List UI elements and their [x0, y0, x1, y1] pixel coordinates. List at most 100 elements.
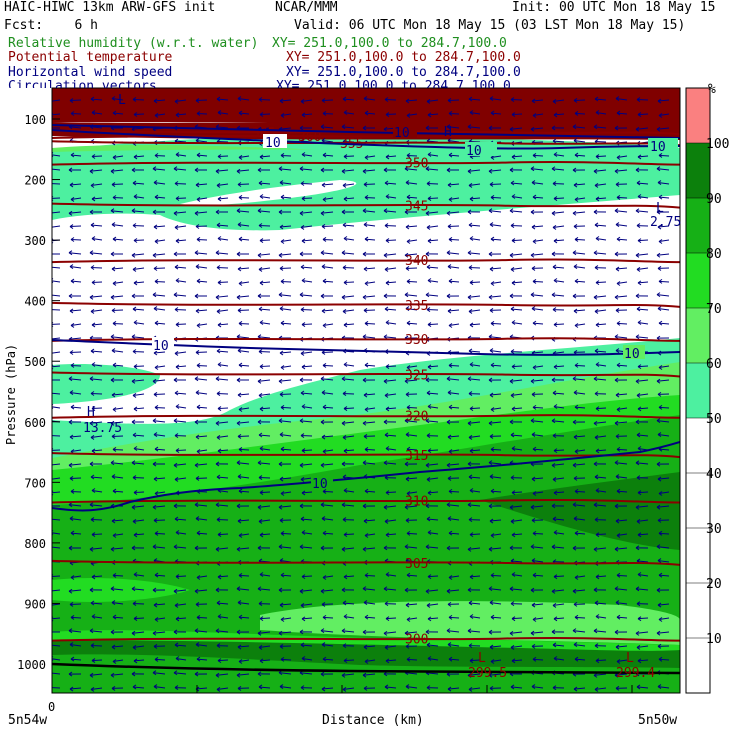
wind-label-2: 10 — [394, 126, 410, 141]
colorbar-label-40: 40 — [706, 467, 722, 482]
colorbar-label-100: 100 — [706, 137, 729, 152]
x-end-label-left: 5n54w — [8, 713, 47, 728]
extrema-labels: H 13.75 L 2.75 L 299.5 L 299.4 L H — [83, 93, 681, 681]
y-tick-label: 300 — [24, 234, 46, 248]
forecast-hour: Fcst: 6 h — [4, 18, 98, 33]
theta-line-300 — [52, 637, 680, 642]
colorbar-band-50 — [686, 363, 710, 418]
theta-line-310 — [52, 498, 680, 504]
rh-band-90-100 — [480, 472, 680, 550]
colorbar-label-80: 80 — [706, 247, 722, 262]
rh-top-saturated — [52, 88, 680, 122]
y-tick-label: 600 — [24, 416, 46, 430]
theta-label-350: 350 — [405, 157, 428, 172]
wind-contour-low — [52, 441, 680, 512]
colorbar-unit: % — [708, 82, 716, 97]
rh-top-light — [52, 149, 680, 172]
y-tick-label: 200 — [24, 174, 46, 188]
theta-label-360: 360 — [298, 130, 321, 145]
rh-colorbar: 10 20 30 40 50 60 70 80 90 100 — [685, 87, 729, 694]
theta-line-315 — [52, 452, 680, 459]
theta-line-305 — [52, 559, 680, 566]
y-tick-label: 700 — [24, 476, 46, 490]
theta-label-335: 335 — [405, 299, 428, 314]
wind-speed-labels: 10 10 10 10 10 10 10 — [152, 124, 678, 492]
x-axis — [51, 685, 633, 693]
model-title: HAIC-HIWC 13km ARW-GFS init — [4, 0, 216, 15]
extremum-mark-h: H — [87, 405, 95, 420]
valid-time: Valid: 06 UTC Mon 18 May 15 (03 LST Mon … — [294, 18, 686, 33]
extremum-value-l-bottom-1: 299.5 — [468, 666, 507, 681]
field-wind-name: Horizontal wind speed — [8, 65, 173, 80]
field-vector-name: Circulation vectors — [8, 80, 157, 88]
field-theta-range: XY= 251.0,100.0 to 284.7,100.0 — [286, 50, 521, 65]
extremum-value-h: 13.75 — [83, 421, 122, 436]
theta-line-355 — [52, 140, 680, 147]
theta-label-345: 345 — [405, 200, 428, 215]
theta-line-345 — [52, 202, 680, 209]
extremum-mark-l-bottom-2: L — [626, 651, 634, 666]
x-tick-label-0: 0 — [48, 700, 55, 714]
wind-contour-upper — [52, 129, 680, 150]
terrain-surface — [51, 662, 681, 675]
colorbar-label-90: 90 — [706, 192, 722, 207]
extremum-value-l-top: 2.75 — [650, 215, 681, 230]
colorbar-label-10: 10 — [706, 632, 722, 647]
theta-line-325 — [52, 371, 680, 378]
wind-contour-mid — [52, 339, 680, 356]
field-wind-range: XY= 251.0,100.0 to 284.7,100.0 — [286, 65, 521, 80]
theta-line-350 — [52, 161, 680, 166]
plot-frame — [51, 87, 681, 694]
wind-label-4: 10 — [650, 140, 666, 155]
theta-label-340: 340 — [405, 254, 428, 269]
plot-area — [52, 88, 680, 693]
theta-label-315: 315 — [405, 449, 428, 464]
colorbar-label-30: 30 — [706, 522, 722, 537]
colorbar-label-60: 60 — [706, 357, 722, 372]
theta-label-310: 310 — [405, 495, 428, 510]
y-tick-label: 400 — [24, 295, 46, 309]
y-tick-label: 100 — [24, 113, 46, 127]
theta-line-330 — [52, 337, 680, 342]
y-tick-label: 900 — [24, 597, 46, 611]
theta-line-365 — [52, 129, 680, 136]
extremum-mark-l-upper: L — [118, 93, 126, 108]
field-vector-range: XY= 251.0,100.0 to 284.7,100.0 — [276, 80, 511, 88]
x-end-label-right: 5n50w — [638, 713, 677, 728]
theta-label-330: 330 — [405, 333, 428, 348]
theta-line-320 — [52, 414, 680, 419]
theta-label-325: 325 — [405, 369, 428, 384]
field-rh-range: XY= 251.0,100.0 to 284.7,100.0 — [272, 36, 507, 51]
colorbar-label-50: 50 — [706, 412, 722, 427]
colorbar-label-70: 70 — [706, 302, 722, 317]
wind-label-7: 10 — [312, 477, 328, 492]
colorbar-band-60 — [686, 308, 710, 363]
org-label: NCAR/MMM — [275, 0, 338, 15]
extremum-mark-l-bottom-1: L — [478, 651, 486, 666]
colorbar-band-80 — [686, 198, 710, 253]
field-rh-name: Relative humidity (w.r.t. water) — [8, 36, 259, 51]
colorbar-band-90 — [686, 143, 710, 198]
y-axis: 100 200 300 400 500 600 700 800 900 1000 — [17, 113, 60, 672]
wind-label-1: 10 — [265, 136, 281, 151]
theta-label-305: 305 — [405, 557, 428, 572]
wind-label-3: 10 — [466, 144, 482, 159]
theta-line-340 — [52, 258, 680, 264]
init-time: Init: 00 UTC Mon 18 May 15 — [512, 0, 716, 15]
theta-label-320: 320 — [405, 410, 428, 425]
wind-label-6: 10 — [624, 347, 640, 362]
field-theta-name: Potential temperature — [8, 50, 173, 65]
extremum-mark-h-upper: H — [444, 125, 452, 140]
theta-label-300: 300 — [405, 633, 428, 648]
wind-speed-contours — [52, 124, 680, 512]
colorbar-label-20: 20 — [706, 577, 722, 592]
theta-contours: 365 360 3553503453403353303253203153103053… — [52, 126, 680, 648]
y-tick-label: 1000 — [17, 658, 46, 672]
extremum-mark-l-top: L — [656, 201, 664, 216]
y-tick-label: 500 — [24, 355, 46, 369]
wind-contour-upper-2 — [52, 124, 680, 139]
colorbar-band-70 — [686, 253, 710, 308]
theta-line-335 — [52, 301, 680, 308]
wind-label-5: 10 — [153, 339, 169, 354]
